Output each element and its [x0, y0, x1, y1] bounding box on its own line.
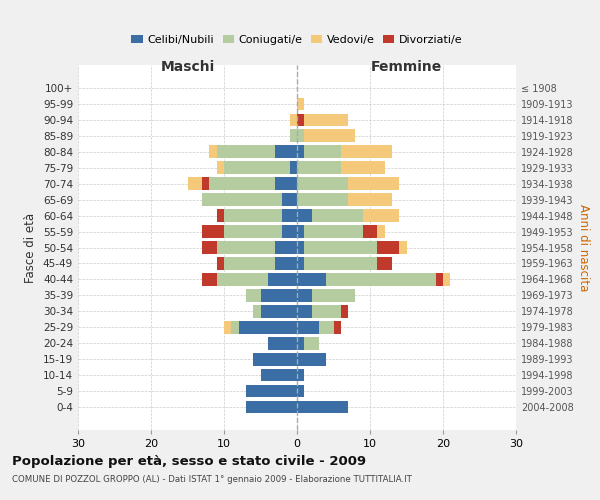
- Bar: [217, 162, 224, 174]
- Bar: [297, 401, 348, 413]
- Bar: [297, 146, 304, 158]
- Bar: [297, 369, 304, 382]
- Bar: [297, 226, 304, 238]
- Bar: [224, 162, 290, 174]
- Bar: [297, 273, 326, 285]
- Bar: [304, 114, 348, 126]
- Bar: [283, 194, 297, 206]
- Bar: [341, 146, 392, 158]
- Bar: [297, 305, 311, 318]
- Bar: [217, 257, 224, 270]
- Bar: [297, 130, 304, 142]
- Bar: [362, 226, 377, 238]
- Bar: [341, 305, 348, 318]
- Bar: [217, 273, 268, 285]
- Bar: [202, 242, 217, 254]
- Bar: [362, 210, 399, 222]
- Text: COMUNE DI POZZOL GROPPO (AL) - Dati ISTAT 1° gennaio 2009 - Elaborazione TUTTITA: COMUNE DI POZZOL GROPPO (AL) - Dati ISTA…: [12, 475, 412, 484]
- Bar: [202, 194, 283, 206]
- Bar: [232, 321, 239, 334]
- Bar: [297, 385, 304, 398]
- Bar: [341, 162, 385, 174]
- Bar: [304, 337, 319, 349]
- Bar: [297, 210, 311, 222]
- Bar: [297, 257, 304, 270]
- Bar: [209, 178, 275, 190]
- Bar: [297, 242, 304, 254]
- Bar: [334, 321, 341, 334]
- Bar: [290, 130, 297, 142]
- Bar: [297, 194, 348, 206]
- Bar: [377, 226, 385, 238]
- Bar: [275, 178, 297, 190]
- Bar: [202, 273, 217, 285]
- Bar: [311, 305, 341, 318]
- Bar: [224, 210, 283, 222]
- Bar: [297, 98, 304, 110]
- Bar: [217, 242, 275, 254]
- Bar: [304, 130, 355, 142]
- Bar: [275, 146, 297, 158]
- Bar: [224, 257, 275, 270]
- Bar: [348, 178, 399, 190]
- Text: Maschi: Maschi: [160, 60, 215, 74]
- Bar: [275, 242, 297, 254]
- Bar: [311, 289, 355, 302]
- Bar: [224, 321, 232, 334]
- Bar: [377, 242, 399, 254]
- Bar: [326, 273, 436, 285]
- Bar: [217, 146, 275, 158]
- Legend: Celibi/Nubili, Coniugati/e, Vedovi/e, Divorziati/e: Celibi/Nubili, Coniugati/e, Vedovi/e, Di…: [127, 30, 467, 50]
- Bar: [253, 353, 297, 366]
- Bar: [275, 257, 297, 270]
- Bar: [283, 226, 297, 238]
- Bar: [297, 162, 341, 174]
- Bar: [224, 226, 283, 238]
- Bar: [297, 321, 319, 334]
- Bar: [260, 289, 297, 302]
- Bar: [268, 337, 297, 349]
- Bar: [283, 210, 297, 222]
- Bar: [436, 273, 443, 285]
- Bar: [253, 305, 260, 318]
- Bar: [443, 273, 450, 285]
- Bar: [290, 114, 297, 126]
- Bar: [311, 210, 363, 222]
- Bar: [297, 178, 348, 190]
- Bar: [202, 178, 209, 190]
- Bar: [209, 146, 217, 158]
- Bar: [377, 257, 392, 270]
- Bar: [188, 178, 202, 190]
- Bar: [202, 226, 224, 238]
- Bar: [304, 257, 377, 270]
- Bar: [304, 146, 341, 158]
- Bar: [290, 162, 297, 174]
- Bar: [399, 242, 407, 254]
- Bar: [297, 114, 304, 126]
- Text: Popolazione per età, sesso e stato civile - 2009: Popolazione per età, sesso e stato civil…: [12, 455, 366, 468]
- Bar: [297, 337, 304, 349]
- Bar: [239, 321, 297, 334]
- Bar: [260, 305, 297, 318]
- Y-axis label: Fasce di età: Fasce di età: [25, 212, 37, 282]
- Bar: [217, 210, 224, 222]
- Y-axis label: Anni di nascita: Anni di nascita: [577, 204, 590, 291]
- Bar: [246, 385, 297, 398]
- Bar: [268, 273, 297, 285]
- Bar: [304, 226, 362, 238]
- Bar: [304, 242, 377, 254]
- Bar: [260, 369, 297, 382]
- Bar: [246, 401, 297, 413]
- Bar: [348, 194, 392, 206]
- Bar: [246, 289, 260, 302]
- Text: Femmine: Femmine: [371, 60, 442, 74]
- Bar: [297, 353, 326, 366]
- Bar: [319, 321, 334, 334]
- Bar: [297, 289, 311, 302]
